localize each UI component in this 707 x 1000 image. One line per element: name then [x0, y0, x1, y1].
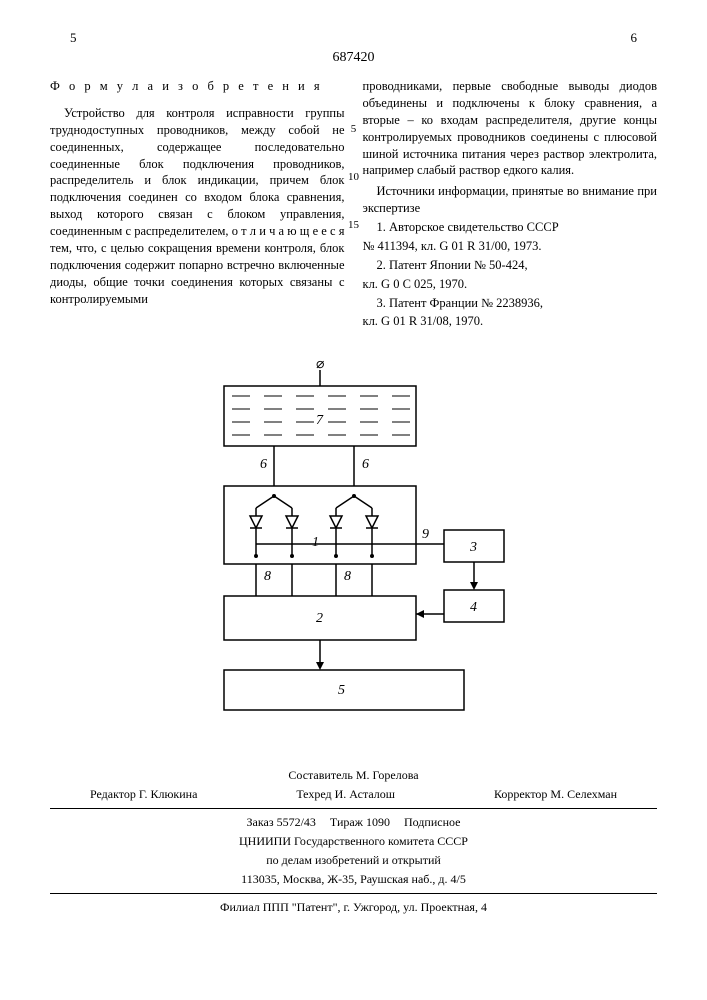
footer: Составитель М. Горелова Редактор Г. Клюк… — [50, 766, 657, 917]
footer-editor: Редактор Г. Клюкина — [90, 787, 197, 802]
svg-text:⌀: ⌀ — [316, 357, 324, 372]
svg-text:1: 1 — [312, 535, 319, 550]
ref-item: кл. G 01 R 31/08, 1970. — [363, 313, 658, 330]
line-number: 15 — [348, 218, 359, 233]
svg-text:6: 6 — [362, 457, 369, 472]
references: Источники информации, принятые во вниман… — [363, 183, 658, 330]
footer-branch: Филиал ППП "Патент", г. Ужгород, ул. Про… — [50, 898, 657, 917]
line-number: 10 — [348, 170, 359, 185]
text-columns: 5 10 15 Ф о р м у л а и з о б р е т е н … — [50, 78, 657, 332]
right-body: проводниками, первые свободные выводы ди… — [363, 78, 658, 179]
svg-text:2: 2 — [316, 611, 323, 626]
ref-item: № 411394, кл. G 01 R 31/00, 1973. — [363, 238, 658, 255]
svg-text:5: 5 — [338, 683, 345, 698]
formula-heading: Ф о р м у л а и з о б р е т е н и я — [50, 78, 345, 95]
right-column: проводниками, первые свободные выводы ди… — [363, 78, 658, 332]
footer-tirage: Тираж 1090 — [330, 815, 390, 830]
patent-number: 687420 — [50, 50, 657, 66]
page-num-left: 5 — [70, 30, 77, 46]
ref-item: 3. Патент Франции № 2238936, — [363, 295, 658, 312]
left-column: Ф о р м у л а и з о б р е т е н и я Устр… — [50, 78, 345, 332]
footer-corrector: Корректор М. Селехман — [494, 787, 617, 802]
svg-text:9: 9 — [422, 527, 429, 542]
page-num-right: 6 — [631, 30, 638, 46]
ref-item: кл. G 0 С 025, 1970. — [363, 276, 658, 293]
svg-text:3: 3 — [469, 540, 477, 555]
svg-text:6: 6 — [260, 457, 267, 472]
footer-subscription: Подписное — [404, 815, 461, 830]
block-diagram: ⌀ 7 6 6 1 9 8 8 3 4 2 5 — [184, 356, 524, 736]
svg-text:7: 7 — [316, 413, 324, 428]
line-number: 5 — [351, 122, 357, 137]
left-body: Устройство для контроля исправности груп… — [50, 105, 345, 308]
footer-techeditor: Техред И. Асталош — [296, 787, 395, 802]
ref-item: 1. Авторское свидетельство СССР — [363, 219, 658, 236]
svg-text:8: 8 — [264, 569, 271, 584]
footer-address: 113035, Москва, Ж-35, Раушская наб., д. … — [50, 870, 657, 889]
footer-org1: ЦНИИПИ Государственного комитета СССР — [50, 832, 657, 851]
footer-order: Заказ 5572/43 — [247, 815, 316, 830]
svg-text:8: 8 — [344, 569, 351, 584]
footer-composer: Составитель М. Горелова — [50, 766, 657, 785]
refs-heading: Источники информации, принятые во вниман… — [363, 183, 658, 217]
ref-item: 2. Патент Японии № 50-424, — [363, 257, 658, 274]
svg-text:4: 4 — [470, 600, 477, 615]
footer-org2: по делам изобретений и открытий — [50, 851, 657, 870]
